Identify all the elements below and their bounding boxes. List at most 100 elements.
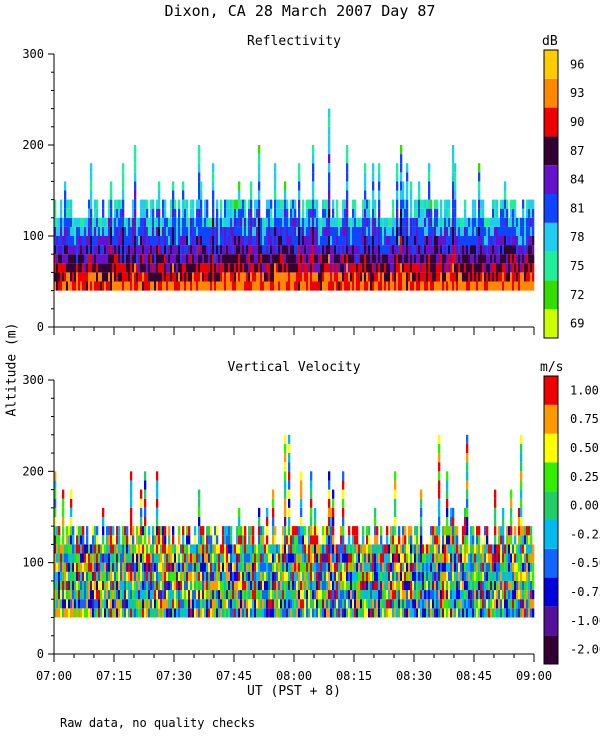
data-cell	[444, 281, 447, 291]
data-cell	[78, 226, 81, 236]
data-cell	[444, 535, 447, 545]
data-cell	[528, 535, 531, 545]
data-cell	[438, 471, 441, 481]
data-cell	[430, 580, 433, 591]
data-cell	[158, 580, 161, 591]
data-cell	[156, 272, 159, 282]
data-cell	[334, 608, 337, 618]
data-cell	[408, 526, 411, 536]
data-cell	[190, 217, 193, 227]
data-cell	[146, 281, 149, 291]
data-cell	[286, 217, 289, 227]
data-cell	[332, 208, 335, 218]
data-cell	[418, 281, 421, 291]
data-cell	[268, 590, 271, 600]
data-cell	[222, 263, 225, 273]
data-cell	[446, 498, 449, 508]
data-cell	[106, 562, 109, 572]
data-cell	[54, 217, 57, 227]
data-cell	[528, 526, 531, 536]
data-cell	[302, 535, 305, 545]
data-cell	[58, 263, 61, 273]
data-cell	[396, 190, 399, 200]
data-cell	[478, 590, 481, 600]
data-cell	[314, 544, 317, 554]
data-cell	[414, 544, 417, 554]
data-cell	[474, 199, 477, 209]
data-cell	[64, 217, 67, 227]
data-cell	[300, 498, 303, 508]
data-cell	[278, 245, 281, 255]
data-cell	[440, 254, 443, 264]
data-cell	[56, 226, 59, 236]
data-cell	[82, 226, 85, 236]
data-cell	[394, 217, 397, 227]
data-cell	[288, 599, 291, 609]
data-cell	[452, 526, 455, 536]
data-cell	[396, 562, 399, 572]
data-cell	[192, 571, 195, 581]
data-cell	[72, 281, 75, 291]
data-cell	[64, 254, 67, 264]
data-cell	[272, 544, 275, 554]
data-cell	[440, 236, 443, 246]
data-cell	[202, 272, 205, 282]
data-cell	[330, 535, 333, 545]
data-cell	[380, 599, 383, 609]
data-cell	[242, 236, 245, 246]
data-cell	[92, 599, 95, 609]
data-cell	[504, 217, 507, 227]
data-cell	[206, 580, 209, 591]
data-cell	[484, 535, 487, 545]
data-cell	[450, 263, 453, 273]
data-cell	[304, 217, 307, 227]
data-cell	[496, 281, 499, 291]
data-cell	[504, 599, 507, 609]
data-cell	[304, 254, 307, 264]
data-cell	[364, 590, 367, 600]
data-cell	[328, 281, 331, 291]
data-cell	[452, 590, 455, 600]
data-cell	[354, 562, 357, 572]
data-cell	[458, 544, 461, 554]
data-cell	[126, 580, 129, 591]
data-cell	[350, 608, 353, 618]
data-cell	[260, 553, 263, 563]
data-cell	[120, 272, 123, 282]
data-cell	[522, 580, 525, 591]
data-cell	[100, 263, 103, 273]
data-cell	[294, 245, 297, 255]
data-cell	[228, 590, 231, 600]
data-cell	[120, 281, 123, 291]
data-cell	[198, 544, 201, 554]
data-cell	[210, 526, 213, 536]
data-cell	[464, 526, 467, 536]
data-cell	[240, 599, 243, 609]
data-cell	[78, 217, 81, 227]
data-cell	[486, 526, 489, 536]
data-cell	[338, 562, 341, 572]
data-cell	[324, 544, 327, 554]
data-cell	[316, 599, 319, 609]
data-cell	[504, 245, 507, 255]
data-cell	[64, 226, 67, 236]
data-cell	[304, 236, 307, 246]
data-cell	[486, 535, 489, 545]
data-cell	[402, 544, 405, 554]
data-cell	[456, 245, 459, 255]
data-cell	[214, 562, 217, 572]
data-cell	[88, 199, 91, 209]
data-cell	[282, 526, 285, 536]
data-cell	[108, 562, 111, 572]
data-cell	[182, 263, 185, 273]
data-cell	[204, 608, 207, 618]
data-cell	[410, 272, 413, 282]
data-cell	[404, 263, 407, 273]
data-cell	[474, 553, 477, 563]
data-cell	[368, 571, 371, 581]
data-cell	[526, 590, 529, 600]
data-cell	[260, 263, 263, 273]
data-cell	[188, 571, 191, 581]
data-cell	[130, 599, 133, 609]
data-cell	[254, 254, 257, 264]
